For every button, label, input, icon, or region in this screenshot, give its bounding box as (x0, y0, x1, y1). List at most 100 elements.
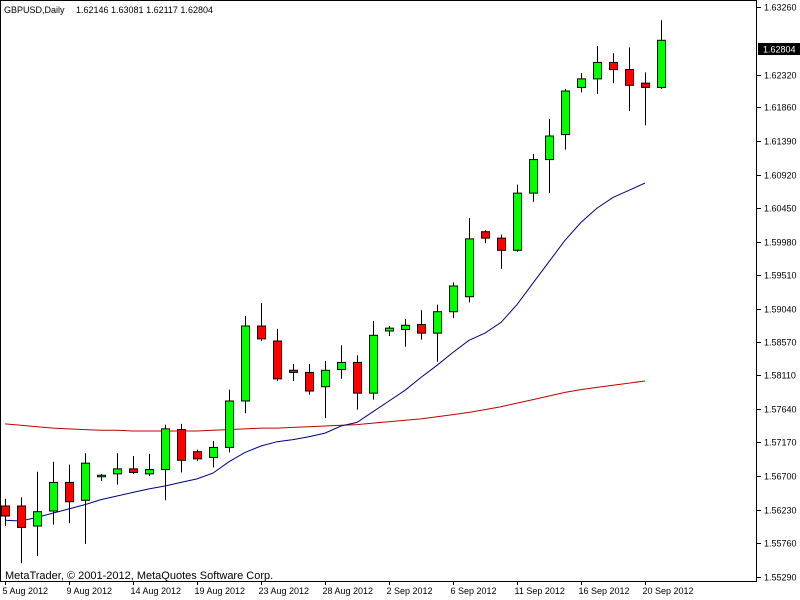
candle-body (481, 231, 490, 239)
candle (193, 449, 202, 461)
candle (513, 184, 522, 252)
x-tick-label: 28 Aug 2012 (323, 586, 374, 596)
current-price-text: 1.62804 (763, 45, 796, 55)
candle (129, 456, 138, 474)
candle-body (417, 324, 426, 334)
current-price-bg (758, 43, 800, 55)
candle (241, 316, 250, 414)
candle (337, 345, 346, 379)
candle-body (145, 469, 154, 475)
candle (1, 498, 10, 526)
current-price-label: 1.62804 (758, 43, 800, 55)
candle (465, 218, 474, 303)
candle (321, 361, 330, 419)
candle-body (209, 446, 218, 458)
candle-body (369, 334, 378, 394)
x-tick-label: 14 Aug 2012 (131, 586, 182, 596)
candle-body (577, 78, 586, 88)
y-tick-label: 1.56700 (764, 472, 797, 482)
candle-body (305, 371, 314, 392)
candle-body (545, 135, 554, 161)
time-axis: 5 Aug 2012 9 Aug 2012 14 Aug 2012 19 Aug 20… (3, 581, 694, 596)
moving-averages (4, 182, 646, 522)
plot-frame (0, 0, 757, 582)
candle-body (433, 311, 442, 334)
y-tick-label: 1.56230 (764, 506, 797, 516)
candle-body (657, 39, 666, 88)
candle (49, 461, 58, 525)
y-tick-label: 1.55290 (764, 573, 797, 583)
x-tick-label: 16 Sep 2012 (579, 586, 630, 596)
candle-body (497, 237, 506, 251)
candle-body (225, 400, 234, 448)
x-tick-label: 23 Aug 2012 (259, 586, 310, 596)
x-tick-label: 19 Aug 2012 (195, 586, 246, 596)
y-tick-label: 1.63260 (764, 3, 797, 13)
ma-fast-line (4, 182, 646, 522)
candle (401, 318, 410, 347)
y-tick-label: 1.59980 (764, 238, 797, 248)
candle-body (465, 238, 474, 298)
y-tick-label: 1.59510 (764, 271, 797, 281)
candle-body (353, 361, 362, 394)
candle-body (385, 327, 394, 332)
x-tick-label: 2 Sep 2012 (387, 586, 433, 596)
candle (385, 326, 394, 336)
candle-body (129, 468, 138, 473)
y-tick-label: 1.57170 (764, 438, 797, 448)
candle (369, 321, 378, 400)
candle-body (273, 340, 282, 380)
candle (145, 453, 154, 476)
candle (641, 72, 650, 126)
y-tick-label: 1.58570 (764, 338, 797, 348)
chart-symbol: GBPUSD,Daily (4, 5, 65, 15)
chart-ohlc: 1.62146 1.63081 1.62117 1.62804 (76, 5, 213, 15)
candle (577, 73, 586, 93)
x-tick-label: 6 Sep 2012 (451, 586, 497, 596)
ma-slow-line (4, 380, 646, 432)
candle (417, 310, 426, 340)
y-tick-label: 1.58110 (764, 371, 796, 381)
candle (257, 303, 266, 341)
candle-body (65, 481, 74, 503)
candle-body (17, 505, 26, 528)
candle-body (625, 69, 634, 86)
y-tick-label: 1.55760 (764, 539, 797, 549)
candle (113, 453, 122, 485)
candle (17, 497, 26, 564)
candle (225, 389, 234, 453)
y-tick-label: 1.61390 (764, 137, 797, 147)
candle (33, 471, 42, 556)
y-tick-label: 1.59040 (764, 305, 797, 315)
candles (1, 20, 666, 564)
y-tick-label: 1.61860 (764, 103, 797, 113)
candle (529, 153, 538, 202)
candle (497, 234, 506, 269)
candle (209, 441, 218, 468)
candle (289, 363, 298, 381)
price-axis: 1.63260 1.62320 1.61860 1.61390 1.60920 1.604… (757, 3, 797, 583)
candle (481, 230, 490, 244)
candle-body (529, 159, 538, 194)
candle-body (161, 428, 170, 471)
x-tick-label: 5 Aug 2012 (3, 586, 49, 596)
candle (97, 473, 106, 481)
candle-body (81, 462, 90, 501)
y-tick-label: 1.60450 (764, 204, 797, 214)
candle (545, 118, 554, 194)
candle (433, 304, 442, 362)
candle-body (1, 505, 10, 517)
candle (593, 46, 602, 94)
candle-body (177, 429, 186, 461)
candle-body (33, 511, 42, 527)
candle (65, 464, 74, 524)
candle-body (49, 481, 58, 512)
candle-body (257, 325, 266, 340)
x-tick-label: 9 Aug 2012 (67, 586, 113, 596)
candle-body (449, 285, 458, 313)
x-tick-label: 20 Sep 2012 (643, 586, 694, 596)
candle-body (561, 90, 570, 136)
candle-body (193, 451, 202, 460)
y-tick-label: 1.60920 (764, 171, 797, 181)
